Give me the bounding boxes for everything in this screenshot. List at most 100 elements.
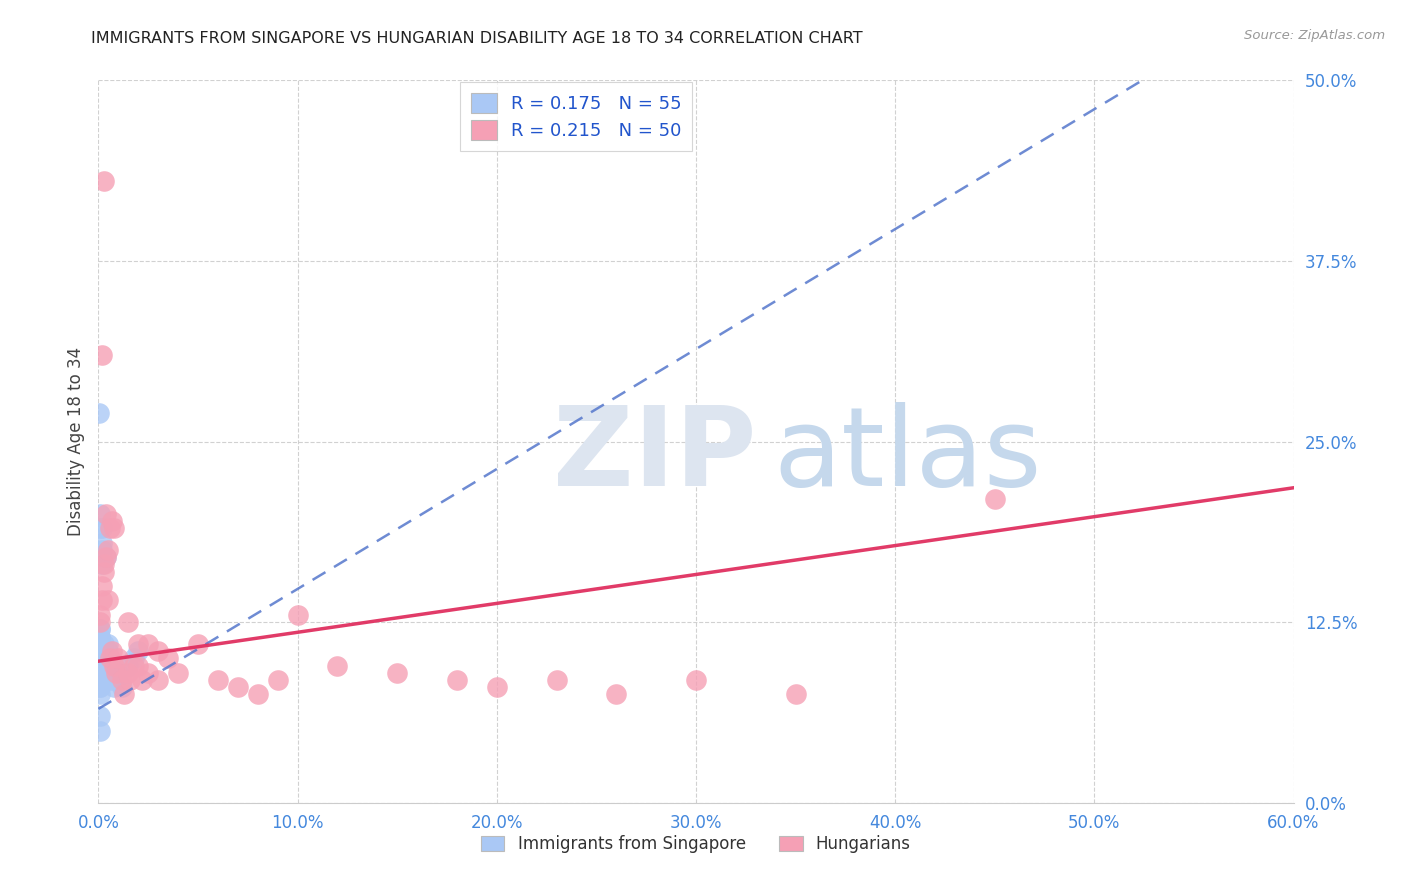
Point xyxy=(89,507,111,521)
Text: atlas: atlas xyxy=(773,402,1042,509)
Point xyxy=(91,579,114,593)
Point xyxy=(89,630,111,644)
Point xyxy=(89,651,111,665)
Point xyxy=(101,673,124,687)
Point xyxy=(124,651,146,665)
Point xyxy=(136,637,159,651)
Point xyxy=(96,550,118,565)
Point xyxy=(90,644,112,658)
Point xyxy=(89,709,111,723)
Point xyxy=(89,665,111,680)
Point xyxy=(91,521,114,535)
Legend: Immigrants from Singapore, Hungarians: Immigrants from Singapore, Hungarians xyxy=(474,828,918,860)
Point xyxy=(96,507,118,521)
Text: IMMIGRANTS FROM SINGAPORE VS HUNGARIAN DISABILITY AGE 18 TO 34 CORRELATION CHART: IMMIGRANTS FROM SINGAPORE VS HUNGARIAN D… xyxy=(91,31,863,46)
Point xyxy=(984,492,1007,507)
Point xyxy=(98,521,122,535)
Point xyxy=(287,607,309,622)
Point xyxy=(93,558,115,572)
Point xyxy=(93,565,115,579)
Point xyxy=(87,665,110,680)
Text: Source: ZipAtlas.com: Source: ZipAtlas.com xyxy=(1244,29,1385,42)
Point xyxy=(326,658,349,673)
Point xyxy=(97,637,120,651)
Point xyxy=(107,665,129,680)
Point xyxy=(117,658,139,673)
Point xyxy=(107,651,129,665)
Point xyxy=(685,673,707,687)
Point xyxy=(96,658,118,673)
Point xyxy=(89,644,111,658)
Point xyxy=(89,658,111,673)
Point xyxy=(90,658,112,673)
Point xyxy=(148,644,170,658)
Point xyxy=(89,723,111,738)
Point xyxy=(112,687,135,701)
Point xyxy=(89,644,111,658)
Point xyxy=(96,550,118,565)
Point xyxy=(93,644,115,658)
Point xyxy=(101,514,124,528)
Point xyxy=(105,665,128,680)
Point xyxy=(385,665,409,680)
Point xyxy=(89,615,111,630)
Point xyxy=(91,593,114,607)
Point xyxy=(98,651,122,665)
Point xyxy=(89,658,111,673)
Point xyxy=(89,687,111,701)
Point xyxy=(89,406,111,420)
Point xyxy=(103,680,125,694)
Point xyxy=(93,174,115,188)
Point xyxy=(89,658,111,673)
Point xyxy=(101,644,124,658)
Point xyxy=(89,673,111,687)
Point xyxy=(89,680,111,694)
Point xyxy=(87,673,110,687)
Point xyxy=(91,558,114,572)
Point xyxy=(187,637,209,651)
Point xyxy=(89,680,111,694)
Point xyxy=(97,644,120,658)
Point xyxy=(246,687,269,701)
Point xyxy=(124,658,146,673)
Point xyxy=(120,673,142,687)
Point xyxy=(89,630,111,644)
Point xyxy=(546,673,568,687)
Point xyxy=(89,673,111,687)
Point xyxy=(117,665,139,680)
Point xyxy=(89,623,111,637)
Point xyxy=(131,673,153,687)
Point xyxy=(157,651,180,665)
Point xyxy=(97,593,120,607)
Point xyxy=(105,673,128,687)
Point xyxy=(446,673,468,687)
Point xyxy=(167,665,190,680)
Point xyxy=(98,665,122,680)
Point xyxy=(111,680,134,694)
Point xyxy=(93,651,115,665)
Point xyxy=(148,673,170,687)
Point xyxy=(785,687,807,701)
Point xyxy=(89,651,111,665)
Point xyxy=(207,673,229,687)
Point xyxy=(103,658,125,673)
Point xyxy=(89,665,111,680)
Point xyxy=(127,658,149,673)
Point xyxy=(90,637,112,651)
Point xyxy=(485,680,508,694)
Point xyxy=(93,637,115,651)
Text: ZIP: ZIP xyxy=(553,402,756,509)
Point xyxy=(127,637,149,651)
Point xyxy=(89,521,111,535)
Point xyxy=(111,673,134,687)
Point xyxy=(90,651,112,665)
Point xyxy=(89,644,111,658)
Point xyxy=(89,637,111,651)
Point xyxy=(605,687,627,701)
Point xyxy=(136,665,159,680)
Point xyxy=(103,521,125,535)
Point xyxy=(267,673,290,687)
Point xyxy=(117,615,139,630)
Point xyxy=(127,644,149,658)
Point xyxy=(89,623,111,637)
